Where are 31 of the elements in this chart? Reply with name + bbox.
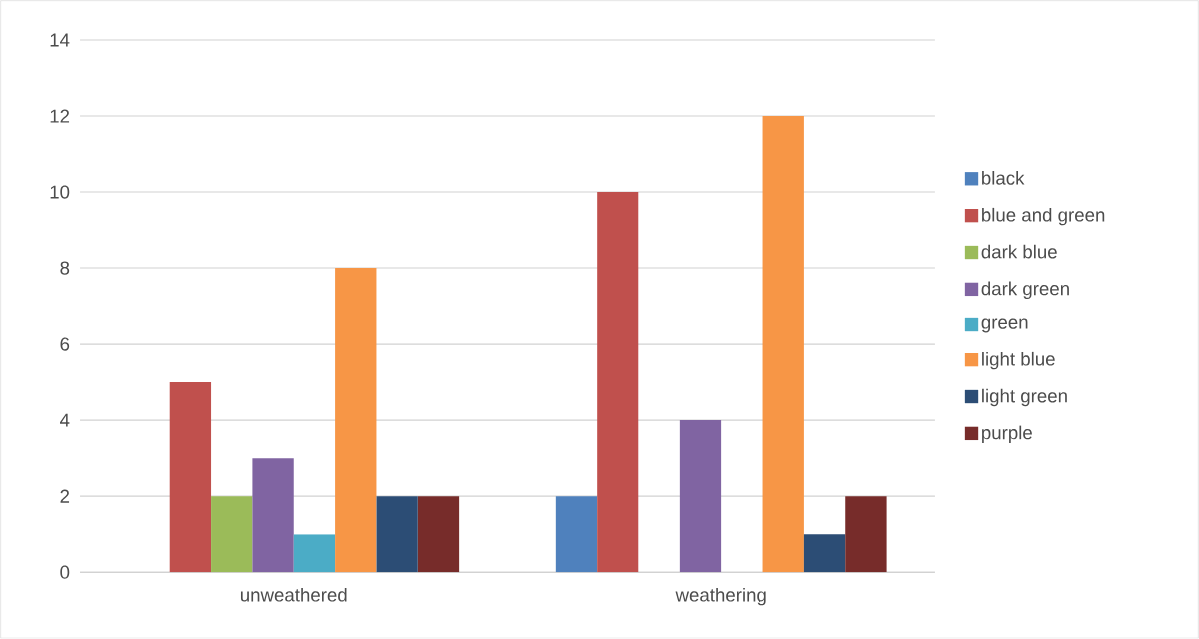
bar (211, 496, 253, 573)
x-tick-label: unweathered (240, 587, 347, 602)
x-tick-label: weathering (675, 587, 766, 606)
y-tick-label: 8 (60, 261, 70, 275)
bar (335, 268, 377, 573)
y-tick-label: 14 (50, 33, 70, 47)
legend-label: green (981, 318, 1028, 333)
y-tick-label: 6 (60, 337, 70, 351)
bar (762, 116, 804, 573)
legend-label: dark blue (981, 244, 1057, 259)
bar (803, 534, 846, 573)
bar (555, 496, 598, 573)
legend-label: black (982, 171, 1025, 185)
bar (679, 420, 722, 573)
bar (845, 496, 887, 573)
legend-label: purple (982, 425, 1032, 444)
legend-label: dark green (981, 281, 1069, 300)
legend-label: light blue (982, 351, 1055, 370)
bar (293, 534, 336, 573)
bar (597, 192, 639, 573)
legend-label: light green (982, 388, 1067, 407)
y-tick-label: 4 (60, 413, 70, 427)
bar (376, 496, 418, 573)
y-tick-label: 10 (50, 185, 70, 199)
bar (252, 458, 294, 573)
bar (169, 382, 212, 573)
y-tick-label: 12 (50, 109, 70, 123)
legend-label: blue and green (982, 207, 1105, 226)
y-tick-label: 0 (60, 565, 70, 579)
bar (417, 496, 460, 573)
y-tick-label: 2 (60, 489, 70, 503)
